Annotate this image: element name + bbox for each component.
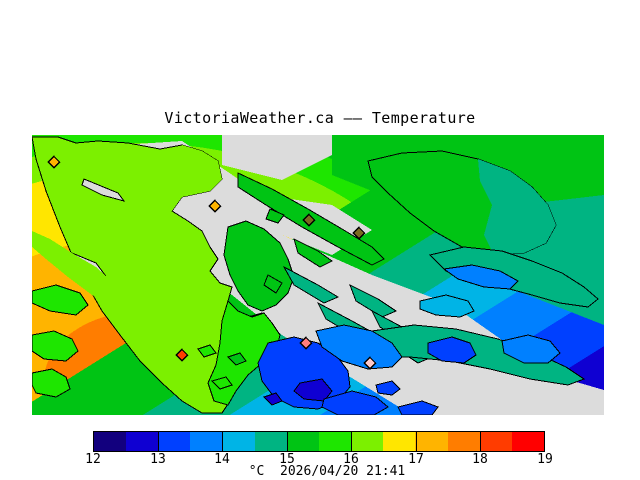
colorbar-tick [416, 431, 417, 452]
station-marker[interactable] [363, 356, 377, 370]
lopez-island [427, 336, 477, 364]
colorbar-tick-labels: 12 13 14 15 16 17 18 19 [85, 452, 553, 468]
colorbar-band[interactable] [447, 432, 480, 451]
colorbar-band[interactable] [511, 432, 544, 451]
landmasses [32, 136, 599, 415]
station-markers[interactable] [47, 155, 377, 370]
colorbar-band[interactable] [126, 432, 159, 451]
colorbar-tick-label: 17 [408, 452, 424, 467]
colorbar-tick-label: 18 [472, 452, 488, 467]
colorbar[interactable] [93, 431, 545, 452]
colorbar-tick [287, 431, 288, 452]
colorbar-band[interactable] [254, 432, 287, 451]
colorbar-band[interactable] [479, 432, 512, 451]
page-title: VictoriaWeather.ca —— Temperature [164, 109, 476, 127]
colorbar-tick [158, 431, 159, 452]
colorbar-band[interactable] [286, 432, 319, 451]
map-canvas [32, 135, 604, 415]
colorbar-band[interactable] [415, 432, 448, 451]
station-marker[interactable] [208, 199, 222, 213]
colorbar-caption: °C 2026/04/20 21:41 [248, 464, 406, 479]
temperature-map[interactable] [32, 135, 604, 415]
colorbar-band[interactable] [318, 432, 352, 451]
colorbar-tick [480, 431, 481, 452]
station-marker[interactable] [299, 336, 313, 350]
colorbar-tick-label: 15 [279, 452, 295, 467]
colorbar-band[interactable] [158, 432, 191, 451]
san-juan-island-north [315, 324, 403, 370]
temperature-field [32, 135, 604, 415]
colorbar-band[interactable] [383, 432, 416, 451]
colorbar-band[interactable] [94, 432, 127, 451]
colorbar-tick-label: 19 [537, 452, 553, 467]
station-marker[interactable] [175, 348, 189, 362]
east-blue-island [501, 334, 561, 364]
colorbar-tick [222, 431, 223, 452]
colorbar-band[interactable] [222, 432, 255, 451]
colorbar-tick-label: 14 [214, 452, 230, 467]
station-marker[interactable] [352, 226, 366, 240]
colorbar-bands[interactable] [93, 431, 545, 452]
colorbar-band[interactable] [190, 432, 223, 451]
colorbar-tick-label: 13 [150, 452, 166, 467]
station-marker[interactable] [47, 155, 61, 169]
colorbar-tick [351, 431, 352, 452]
colorbar-tick-label: 16 [343, 452, 359, 467]
colorbar-tick-label: 12 [85, 452, 101, 467]
station-marker[interactable] [302, 213, 316, 227]
colorbar-band[interactable] [351, 432, 384, 451]
